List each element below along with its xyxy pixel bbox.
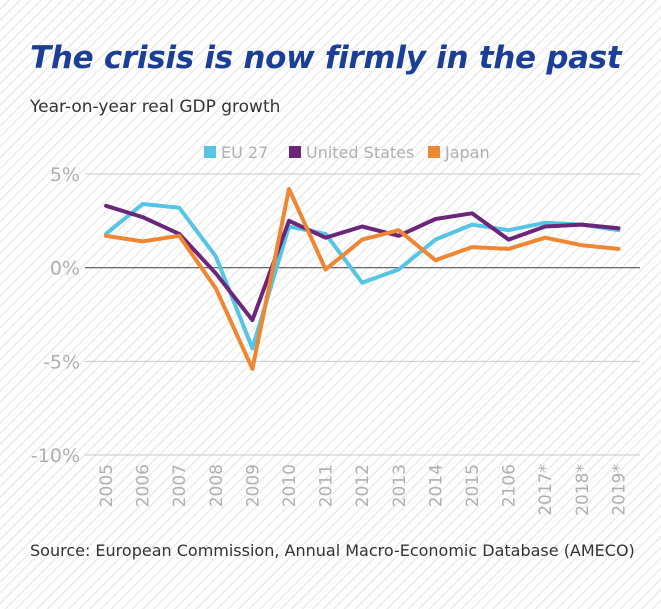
- y-tick-label: -5%: [43, 351, 80, 373]
- y-tick-label: 0%: [50, 258, 80, 280]
- chart-legend: EU 27 United States Japan: [204, 143, 490, 162]
- x-tick-label: 2008: [207, 464, 227, 507]
- x-tick-label: 2015: [463, 464, 483, 507]
- series-line-eu-27: [104, 202, 621, 351]
- legend-label-eu-27: EU 27: [221, 143, 268, 162]
- x-tick-label: 2018*: [573, 464, 593, 516]
- chart-subtitle: Year-on-year real GDP growth: [30, 97, 281, 117]
- line-chart: EU 27 United States Japan 5% 0% -5% -10% 2005…: [31, 143, 640, 516]
- y-tick-label: 5%: [50, 164, 80, 186]
- legend-label-japan: Japan: [444, 143, 490, 162]
- chart-title: The crisis is now firmly in the past: [30, 40, 622, 76]
- source-note: Source: European Commission, Annual Macr…: [30, 541, 635, 560]
- x-tick-label: 2106: [500, 464, 520, 507]
- chart-gridlines: [85, 173, 640, 456]
- x-tick-label: 2017*: [536, 464, 556, 516]
- series-line-japan: [104, 187, 621, 371]
- x-tick-label: 2005: [97, 464, 117, 507]
- x-tick-label: 2014: [426, 464, 446, 507]
- x-tick-label: 2019*: [609, 464, 629, 516]
- x-tick-label: 2011: [317, 464, 337, 507]
- x-axis: 2005 2006 2007 2008 2009 2010 2011 2012 2013 2014…: [97, 464, 629, 516]
- x-tick-label: 2007: [170, 464, 190, 507]
- y-axis: 5% 0% -5% -10%: [31, 164, 80, 467]
- x-tick-label: 2006: [134, 464, 154, 507]
- x-tick-label: 2013: [390, 464, 410, 507]
- x-tick-label: 2009: [243, 464, 263, 507]
- chart-series: [104, 187, 621, 371]
- legend-swatch-united-states: [289, 146, 301, 158]
- x-tick-label: 2012: [353, 464, 373, 507]
- y-tick-label: -10%: [31, 445, 80, 467]
- legend-swatch-japan: [428, 146, 440, 158]
- legend-label-united-states: United States: [306, 143, 414, 162]
- x-tick-label: 2010: [280, 464, 300, 507]
- legend-swatch-eu-27: [204, 146, 216, 158]
- series-line-united-states: [104, 203, 621, 323]
